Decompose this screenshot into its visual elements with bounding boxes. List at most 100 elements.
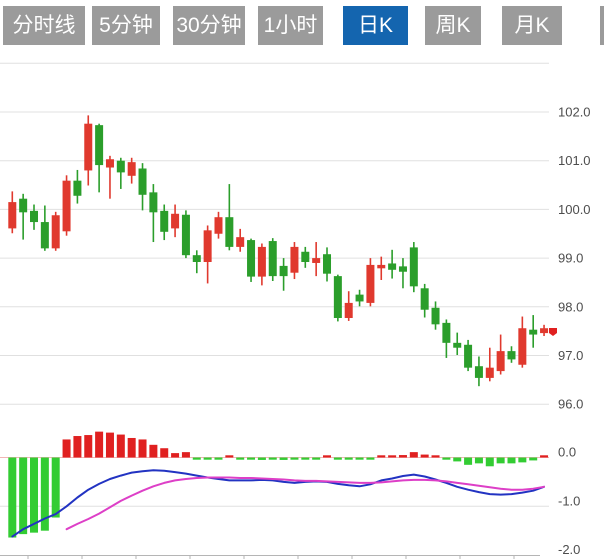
candle[interactable] — [30, 204, 39, 230]
macd-bar — [40, 457, 49, 531]
price-axis-label: 96.0 — [558, 397, 583, 412]
candle[interactable] — [203, 225, 212, 284]
candle[interactable] — [19, 193, 28, 240]
candle[interactable] — [257, 243, 266, 286]
candle[interactable] — [431, 301, 440, 330]
period-tabbar: 分时线 5分钟 30分钟 1小时 日K 周K 月K — [0, 0, 604, 50]
macd-bar — [474, 457, 483, 464]
candle[interactable] — [290, 242, 299, 280]
candle[interactable] — [268, 238, 277, 281]
candle[interactable] — [453, 332, 462, 356]
dea-line — [65, 476, 545, 531]
macd-bar — [160, 448, 169, 458]
macd-bar — [290, 457, 299, 460]
candle[interactable] — [138, 163, 147, 211]
candle[interactable] — [388, 249, 397, 279]
price-axis-label: 100.0 — [558, 202, 591, 217]
macd-bar — [51, 457, 60, 518]
candle[interactable] — [95, 123, 104, 193]
tab-period-0[interactable]: 分时线 — [3, 6, 85, 45]
candle[interactable] — [312, 242, 321, 277]
macd-bar — [73, 436, 82, 458]
macd-bar — [84, 435, 93, 458]
candle[interactable] — [149, 184, 158, 243]
candle[interactable] — [181, 210, 190, 259]
tab-period-1[interactable]: 5分钟 — [92, 6, 160, 45]
candle[interactable] — [62, 175, 71, 236]
macd-bar — [344, 457, 353, 460]
price-axis-labels: 102.0 101.0 100.0 99.0 98.0 97.0 96.0 — [558, 105, 591, 412]
tab-period-6[interactable]: 月K — [502, 6, 562, 45]
macd-bar — [225, 455, 234, 458]
tab-period-2[interactable]: 30分钟 — [173, 6, 245, 45]
candle[interactable] — [192, 250, 201, 274]
macd-bar — [366, 457, 375, 460]
candle[interactable] — [377, 256, 386, 281]
macd-bar — [203, 457, 212, 460]
macd-bar — [95, 431, 104, 458]
candle[interactable] — [398, 258, 407, 289]
candle[interactable] — [442, 319, 451, 358]
macd-bar — [236, 457, 245, 460]
candle[interactable] — [366, 258, 375, 307]
price-axis-label: 102.0 — [558, 105, 591, 120]
candle[interactable] — [355, 289, 364, 307]
candle[interactable] — [236, 228, 245, 252]
candle[interactable] — [409, 242, 418, 293]
candle[interactable] — [51, 211, 60, 251]
candle[interactable] — [40, 205, 49, 251]
last-price-marker — [549, 328, 557, 336]
candle[interactable] — [116, 157, 125, 189]
macd-bar — [19, 457, 28, 535]
macd-bar — [181, 452, 190, 458]
macd-bar — [377, 455, 386, 458]
candle[interactable] — [160, 204, 169, 241]
candle[interactable] — [105, 155, 114, 199]
macd-bar — [333, 457, 342, 460]
price-axis-label: 101.0 — [558, 153, 591, 168]
macd-bar — [485, 457, 494, 467]
candle[interactable] — [485, 347, 494, 382]
candle[interactable] — [496, 334, 505, 375]
macd-bar — [518, 457, 527, 463]
candle[interactable] — [8, 191, 17, 234]
macd-axis-label: -2.0 — [558, 542, 580, 557]
candle[interactable] — [247, 238, 256, 282]
candle[interactable] — [127, 157, 136, 184]
candle[interactable] — [474, 356, 483, 387]
tab-period-3[interactable]: 1小时 — [258, 6, 323, 45]
macd-bar — [388, 455, 397, 458]
macd-bar — [138, 439, 147, 458]
candle[interactable] — [73, 169, 82, 204]
macd-bar — [30, 457, 39, 533]
price-axis-label: 97.0 — [558, 348, 583, 363]
macd-bar — [116, 434, 125, 458]
candle[interactable] — [225, 184, 234, 251]
candle[interactable] — [529, 315, 538, 348]
candle[interactable] — [301, 246, 310, 268]
candle[interactable] — [507, 346, 516, 363]
tab-period-5[interactable]: 周K — [425, 6, 481, 45]
candle[interactable] — [344, 291, 353, 321]
macd-bar — [540, 455, 549, 458]
macd-histogram[interactable] — [8, 431, 549, 538]
tab-period-4[interactable]: 日K — [343, 6, 408, 45]
macd-bar — [257, 457, 266, 460]
candle[interactable] — [171, 204, 180, 238]
candle[interactable] — [420, 283, 429, 318]
candle[interactable] — [214, 211, 223, 239]
candle[interactable] — [323, 247, 332, 282]
candle[interactable] — [333, 274, 342, 322]
macd-bar — [268, 457, 277, 460]
candle[interactable] — [279, 258, 288, 291]
macd-bar — [431, 455, 440, 458]
candlestick-series[interactable] — [8, 115, 549, 387]
macd-bar — [409, 452, 418, 458]
candle[interactable] — [540, 324, 549, 337]
candle[interactable] — [518, 316, 527, 368]
candle[interactable] — [84, 115, 93, 186]
candle[interactable] — [464, 339, 473, 372]
tab-partial-clipped[interactable] — [600, 6, 604, 45]
